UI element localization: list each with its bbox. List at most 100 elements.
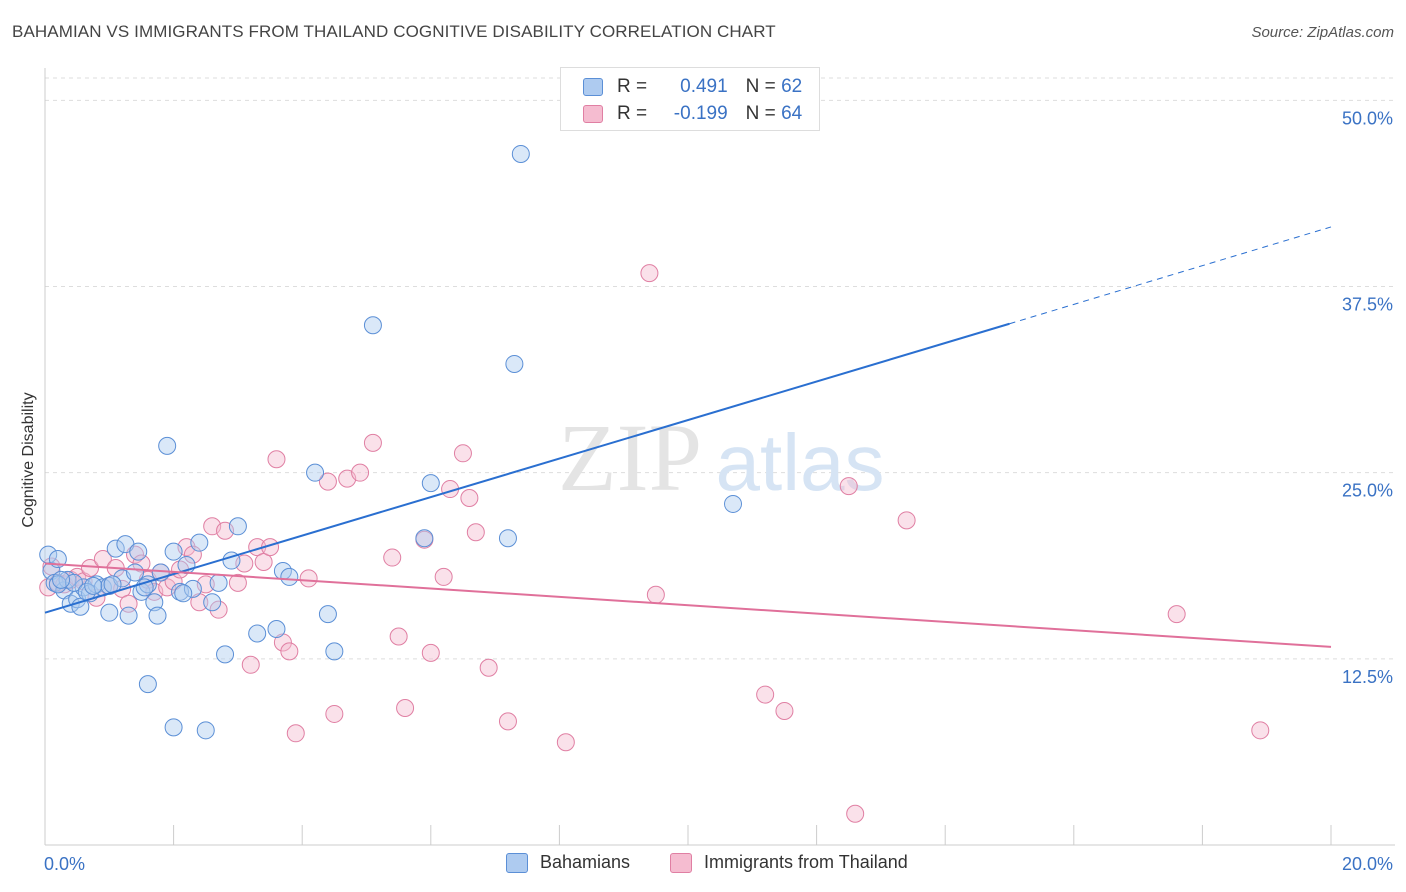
bahamian-point xyxy=(228,517,247,536)
n-label: N = xyxy=(745,103,776,124)
r-value-thailand: -0.199 xyxy=(673,103,728,124)
bahamian-point xyxy=(498,529,517,548)
bahamian-point xyxy=(119,606,138,625)
thailand-point xyxy=(897,511,916,530)
thailand-point xyxy=(1167,605,1186,624)
bahamian-trend-line xyxy=(44,322,1010,614)
y-tick-label: 25.0% xyxy=(1342,481,1393,501)
series-legend: Bahamians Immigrants from Thailand xyxy=(0,852,1406,876)
thailand-point xyxy=(640,264,659,283)
bahamian-point xyxy=(183,579,202,598)
thailand-point xyxy=(479,658,498,677)
bahamian-point xyxy=(52,570,71,589)
y-tick-label: 50.0% xyxy=(1342,108,1393,128)
legend-item-thailand: Immigrants from Thailand xyxy=(670,852,908,873)
bahamian-point xyxy=(100,603,119,622)
thailand-points xyxy=(39,264,1270,823)
thailand-point xyxy=(351,463,370,482)
x-tick-label: 20.0% xyxy=(1342,854,1393,874)
thailand-point xyxy=(363,433,382,452)
watermark-zip: ZIP xyxy=(558,404,702,511)
r-label: R = xyxy=(617,76,648,97)
thailand-point xyxy=(286,724,305,743)
trend-lines xyxy=(44,226,1332,648)
x-tick-label: 0.0% xyxy=(44,854,85,874)
bahamian-point xyxy=(84,576,103,595)
legend-row-bahamians: R = 0.491 N = 62 xyxy=(583,75,802,99)
bahamian-point xyxy=(421,474,440,493)
blue-swatch xyxy=(506,852,528,873)
thailand-point xyxy=(254,553,273,572)
bahamian-point xyxy=(267,620,286,639)
r-label: R = xyxy=(617,103,648,124)
thailand-point xyxy=(267,450,286,469)
bahamian-point xyxy=(505,354,524,373)
bahamian-point xyxy=(106,539,125,558)
thailand-point xyxy=(164,572,183,591)
thailand-point xyxy=(241,655,260,674)
thailand-point xyxy=(280,642,299,661)
bahamian-points xyxy=(39,144,743,740)
thailand-point xyxy=(209,600,228,619)
thailand-point xyxy=(318,472,337,491)
thailand-point xyxy=(646,585,665,604)
legend-item-bahamians: Bahamians xyxy=(506,852,630,873)
bahamian-point xyxy=(164,718,183,737)
bahamian-point xyxy=(126,563,145,582)
bahamian-point xyxy=(164,542,183,561)
y-tick-label: 12.5% xyxy=(1342,667,1393,687)
r-value-bahamians: 0.491 xyxy=(680,76,728,97)
thailand-point xyxy=(325,704,344,723)
bahamian-point xyxy=(209,573,228,592)
bahamian-point xyxy=(145,593,164,612)
bahamian-point xyxy=(129,542,148,561)
thailand-point xyxy=(383,548,402,567)
bahamian-point xyxy=(216,645,235,664)
legend-label-thailand: Immigrants from Thailand xyxy=(704,852,908,872)
blue-swatch xyxy=(583,78,603,96)
n-value-bahamians: 62 xyxy=(781,76,803,97)
thailand-point xyxy=(389,627,408,646)
watermark-atlas: atlas xyxy=(716,418,885,507)
pink-swatch xyxy=(583,105,603,123)
bahamian-point xyxy=(203,593,222,612)
tick-labels: 12.5% 25.0% 37.5% 50.0% 0.0% 20.0% xyxy=(44,108,1393,874)
thailand-point xyxy=(396,698,415,717)
bahamian-point xyxy=(306,463,325,482)
thailand-point xyxy=(846,804,865,823)
thailand-point xyxy=(775,701,794,720)
bahamian-point xyxy=(363,316,382,335)
legend-label-bahamians: Bahamians xyxy=(540,852,631,872)
bahamian-point xyxy=(174,584,193,603)
legend-row-thailand: R = -0.199 N = 64 xyxy=(583,102,802,126)
bahamian-point xyxy=(724,494,743,513)
thailand-point xyxy=(453,444,472,463)
thailand-point xyxy=(183,545,202,564)
source-label: Source: ZipAtlas.com xyxy=(1251,24,1394,41)
bahamian-trend-extension xyxy=(1009,226,1332,325)
n-value-thailand: 64 xyxy=(781,103,803,124)
axes xyxy=(44,68,1395,846)
chart-title: BAHAMIAN VS IMMIGRANTS FROM THAILAND COG… xyxy=(12,22,776,41)
pink-swatch xyxy=(670,852,692,873)
thailand-point xyxy=(299,569,318,588)
bahamian-point xyxy=(158,436,177,455)
thailand-trend-line xyxy=(44,562,1332,648)
thailand-point xyxy=(839,477,858,496)
bahamian-point xyxy=(415,529,434,548)
y-tick-label: 37.5% xyxy=(1342,295,1393,315)
bahamian-point xyxy=(318,605,337,624)
stats-legend: R = 0.491 N = 62 R = -0.199 N = 64 xyxy=(560,67,820,131)
bahamian-point xyxy=(280,567,299,586)
thailand-point xyxy=(132,554,151,573)
thailand-point xyxy=(466,523,485,542)
bahamian-point xyxy=(325,642,344,661)
bahamian-point xyxy=(248,624,267,643)
bahamian-point xyxy=(190,533,209,552)
n-label: N = xyxy=(745,76,776,97)
thailand-point xyxy=(756,685,775,704)
bahamian-point xyxy=(196,721,215,740)
thailand-point xyxy=(228,573,247,592)
thailand-point xyxy=(1251,721,1270,740)
